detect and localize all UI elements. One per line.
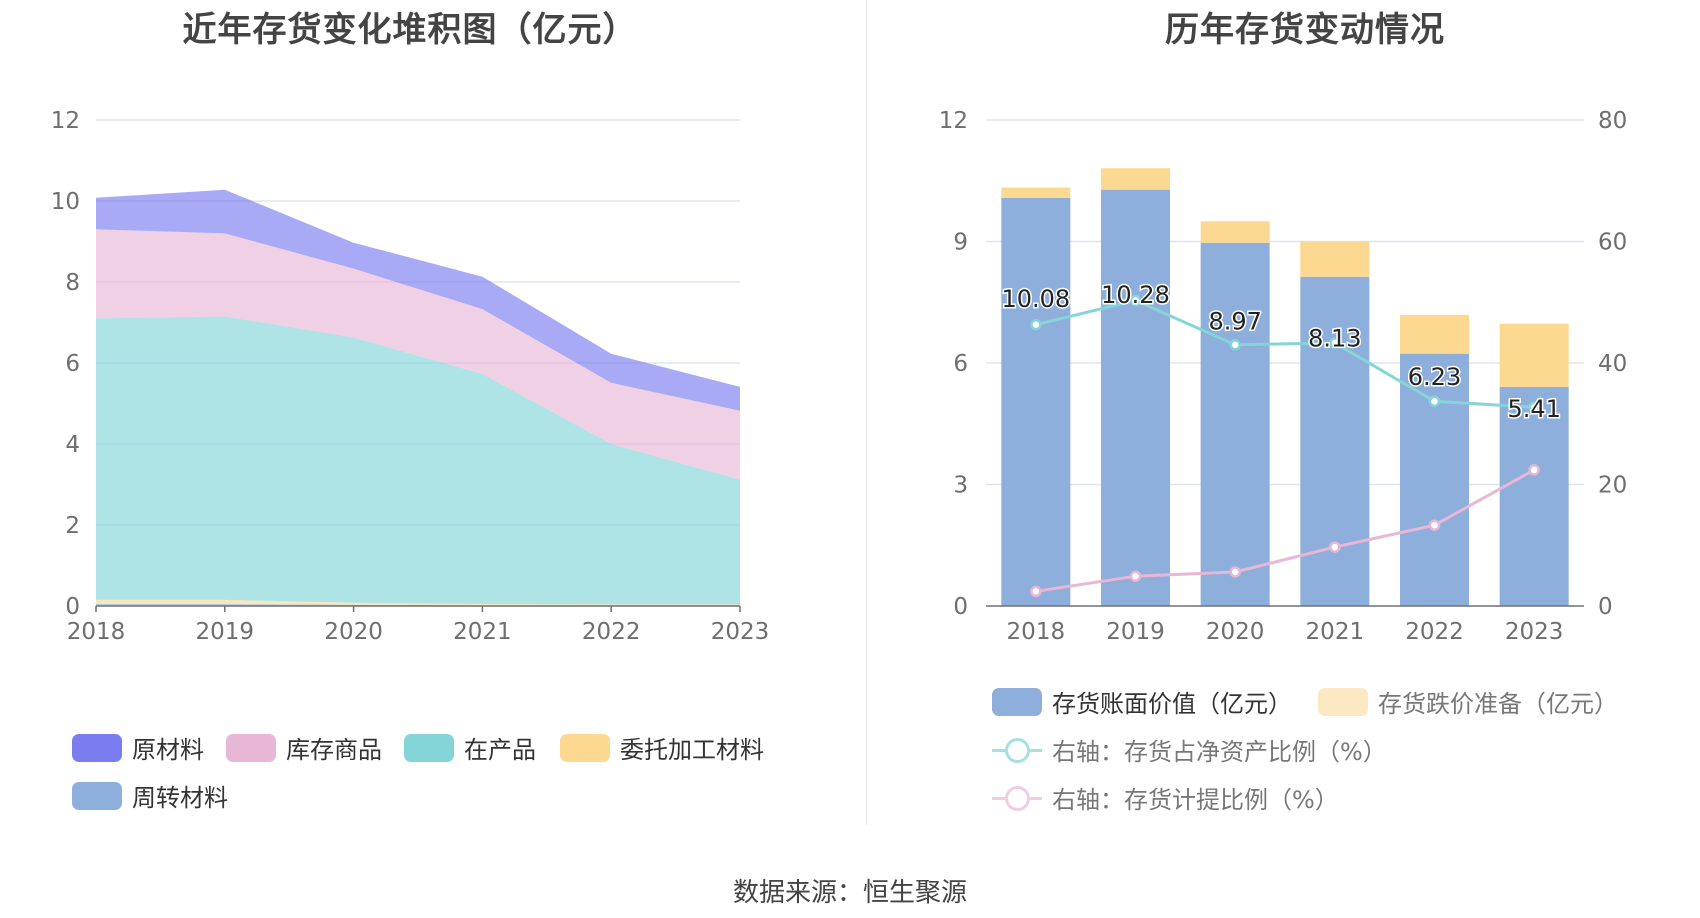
line-右轴：存货占净资产比例（%） xyxy=(1035,298,1535,409)
bar-value-label: 10.28 xyxy=(1101,281,1170,309)
legend-item-net-asset-ratio[interactable]: 右轴：存货占净资产比例（%） xyxy=(992,732,1387,767)
bar-存货账面价值（亿元） xyxy=(1001,197,1071,606)
panel-divider xyxy=(866,0,867,825)
legend-swatch xyxy=(992,687,1042,716)
legend-item-raw-materials[interactable]: 原材料 xyxy=(72,730,204,765)
legend-label: 周转材料 xyxy=(132,784,228,812)
legend-item-book-value[interactable]: 存货账面价值（亿元） xyxy=(992,684,1292,719)
legend-label: 委托加工材料 xyxy=(620,736,764,764)
x-tick-label: 2022 xyxy=(582,619,641,645)
y-tick-label: 8 xyxy=(65,270,80,296)
line-右轴：存货计提比例（%） xyxy=(1035,468,1535,593)
legend-item-work-in-progress[interactable]: 在产品 xyxy=(404,730,536,765)
legend-swatch xyxy=(560,733,610,762)
x-tick-label: 2020 xyxy=(1206,619,1265,645)
point-右轴：存货计提比例（%） xyxy=(1329,541,1341,553)
legend-label: 原材料 xyxy=(132,736,204,764)
x-tick-label: 2021 xyxy=(1306,619,1365,645)
bar-value-label: 8.13 xyxy=(1308,324,1361,352)
y-tick-label: 6 xyxy=(953,351,968,377)
legend-item-turnover-materials[interactable]: 周转材料 xyxy=(72,778,228,813)
point-右轴：存货计提比例（%） xyxy=(1528,464,1540,476)
area-原材料 xyxy=(96,189,740,411)
stacked-area-chart: 0 2 4 6 8 10 12 2018 2019 2020 2021 2022 2023 xyxy=(51,108,770,645)
inventory-bar-line-chart: 10.08 10.28 8.97 8.13 6.23 5.41 0 3 6 9 12 0 20 40 60… xyxy=(939,108,1628,645)
bar-存货账面价值（亿元） xyxy=(1200,242,1270,606)
bar-存货账面价值（亿元） xyxy=(1499,386,1569,606)
x-tick-label: 2023 xyxy=(1505,619,1564,645)
area-在产品 xyxy=(96,316,740,605)
y-tick-label: 6 xyxy=(65,351,80,377)
legend-line-marker xyxy=(992,736,1042,764)
point-右轴：存货占净资产比例（%） xyxy=(1129,294,1142,307)
bar-存货跌价准备（亿元） xyxy=(1001,187,1071,198)
legend-item-finished-goods[interactable]: 库存商品 xyxy=(226,730,382,765)
bar-value-label: 10.08 xyxy=(1001,285,1070,313)
point-右轴：存货占净资产比例（%） xyxy=(1329,337,1341,349)
legend-swatch xyxy=(72,733,122,762)
x-tick-label: 2020 xyxy=(324,619,383,645)
point-右轴：存货计提比例（%） xyxy=(1229,566,1241,578)
point-右轴：存货占净资产比例（%） xyxy=(1528,401,1540,414)
y-tick-label: 4 xyxy=(65,432,80,458)
point-右轴：存货计提比例（%） xyxy=(1030,585,1042,598)
y2-tick-label: 60 xyxy=(1598,230,1627,256)
y-tick-label: 12 xyxy=(939,108,968,134)
legend-item-impairment-provision[interactable]: 存货跌价准备（亿元） xyxy=(1318,684,1618,719)
bar-存货跌价准备（亿元） xyxy=(1499,323,1569,387)
bar-value-label: 6.23 xyxy=(1408,363,1461,391)
y-tick-label: 10 xyxy=(51,189,80,215)
y-tick-label: 12 xyxy=(51,108,80,134)
legend-swatch xyxy=(226,733,276,762)
bar-存货跌价准备（亿元） xyxy=(1300,241,1370,277)
legend-item-provision-ratio[interactable]: 右轴：存货计提比例（%） xyxy=(992,780,1339,815)
y-tick-label: 0 xyxy=(953,594,968,620)
bar-存货跌价准备（亿元） xyxy=(1400,314,1469,354)
bar-value-label: 8.97 xyxy=(1208,307,1261,335)
x-tick-label: 2019 xyxy=(1106,619,1165,645)
legend-swatch xyxy=(72,781,122,810)
x-tick-label: 2019 xyxy=(196,619,255,645)
legend-item-outsourced-materials[interactable]: 委托加工材料 xyxy=(560,730,764,765)
x-tick-label: 2018 xyxy=(1007,619,1066,645)
legend-label: 右轴：存货计提比例（%） xyxy=(1052,786,1339,814)
y2-tick-label: 20 xyxy=(1598,473,1627,499)
point-右轴：存货计提比例（%） xyxy=(1129,570,1142,582)
legend-label: 存货账面价值（亿元） xyxy=(1052,690,1292,718)
x-tick-label: 2023 xyxy=(711,619,770,645)
legend-label: 在产品 xyxy=(464,736,536,764)
legend-line-marker xyxy=(992,784,1042,812)
legend-label: 库存商品 xyxy=(286,736,382,764)
area-委托加工材料 xyxy=(96,599,740,606)
area-库存商品 xyxy=(96,229,740,480)
y2-tick-label: 0 xyxy=(1598,594,1613,620)
x-tick-label: 2021 xyxy=(453,619,512,645)
data-source-note: 数据来源：恒生聚源 xyxy=(732,878,968,908)
bar-存货跌价准备（亿元） xyxy=(1200,221,1270,243)
left-chart-title: 近年存货变化堆积图（亿元） xyxy=(182,10,638,50)
point-右轴：存货占净资产比例（%） xyxy=(1030,318,1042,331)
point-右轴：存货计提比例（%） xyxy=(1428,519,1441,531)
y-tick-label: 9 xyxy=(953,230,968,256)
point-右轴：存货占净资产比例（%） xyxy=(1229,339,1241,351)
legend-swatch xyxy=(404,733,454,762)
bar-存货跌价准备（亿元） xyxy=(1101,168,1170,190)
bar-存货账面价值（亿元） xyxy=(1400,353,1469,606)
bar-存货账面价值（亿元） xyxy=(1101,189,1170,606)
y-tick-label: 0 xyxy=(65,594,80,620)
legend-swatch xyxy=(1318,687,1368,716)
bar-value-label: 5.41 xyxy=(1507,395,1560,423)
y2-tick-label: 80 xyxy=(1598,108,1627,134)
y-tick-label: 3 xyxy=(953,473,968,499)
right-chart-title: 历年存货变动情况 xyxy=(1165,10,1445,50)
point-右轴：存货占净资产比例（%） xyxy=(1428,395,1441,408)
x-tick-label: 2018 xyxy=(67,619,126,645)
legend-label: 右轴：存货占净资产比例（%） xyxy=(1052,738,1387,766)
y2-tick-label: 40 xyxy=(1598,351,1627,377)
y-tick-label: 2 xyxy=(65,513,80,539)
x-tick-label: 2022 xyxy=(1405,619,1464,645)
legend-label: 存货跌价准备（亿元） xyxy=(1378,690,1618,718)
